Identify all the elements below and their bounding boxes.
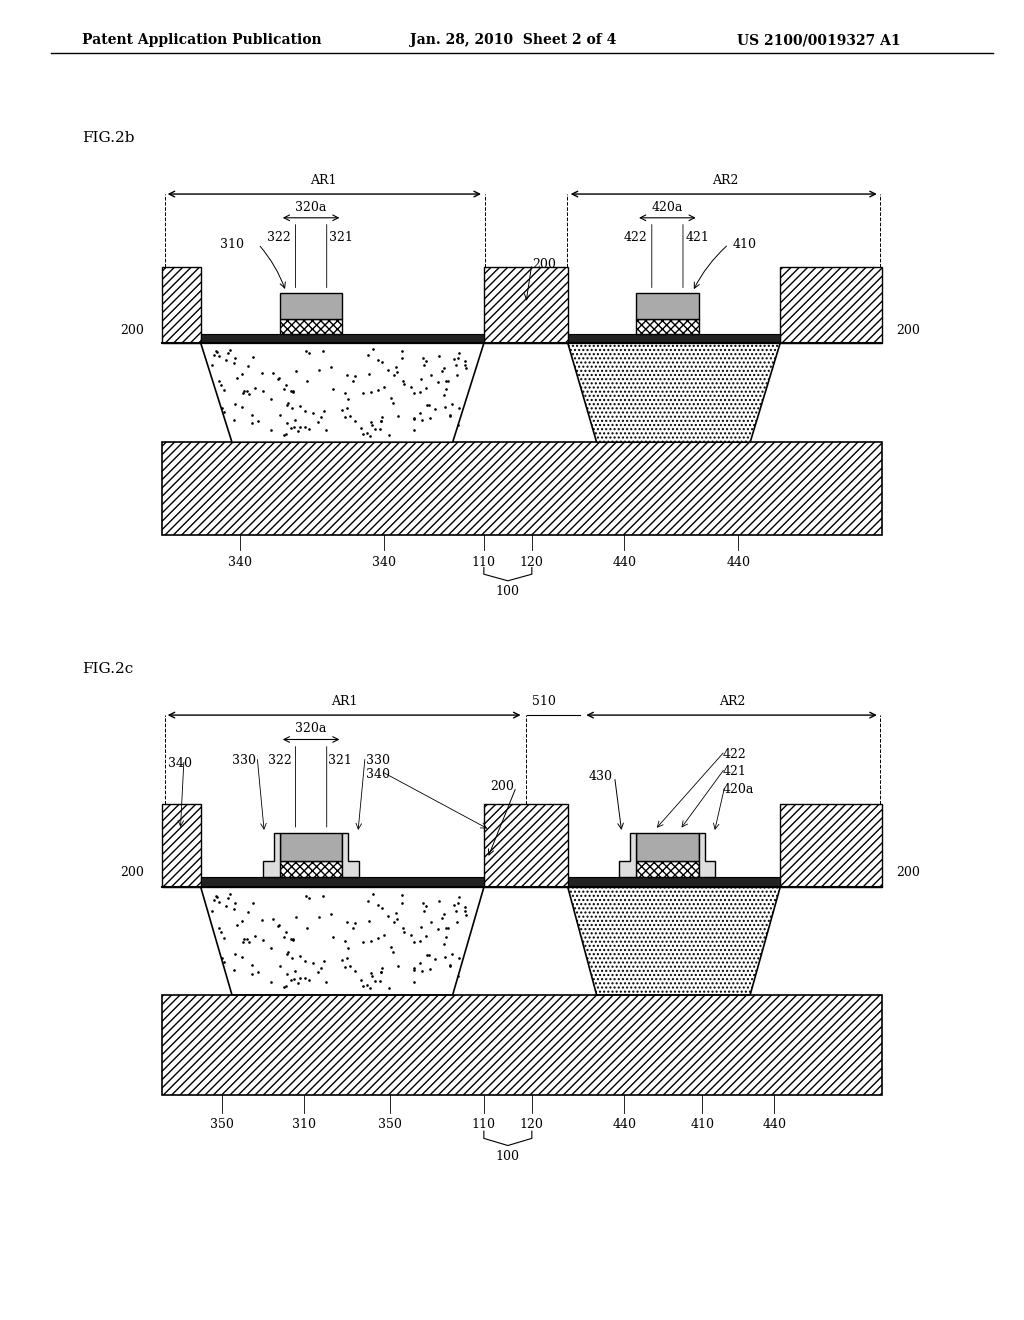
- Text: 422: 422: [624, 231, 647, 244]
- Text: 322: 322: [267, 231, 291, 244]
- Bar: [636, 319, 698, 334]
- Polygon shape: [620, 833, 636, 878]
- Bar: [780, 267, 882, 343]
- Text: 350: 350: [210, 1118, 234, 1131]
- Text: 440: 440: [726, 556, 751, 569]
- Text: 310: 310: [292, 1118, 316, 1131]
- Bar: [163, 442, 882, 535]
- Text: 440: 440: [612, 556, 636, 569]
- Text: FIG.2b: FIG.2b: [82, 131, 134, 145]
- Text: 420a: 420a: [651, 201, 683, 214]
- Text: 421: 421: [685, 231, 710, 244]
- Bar: [280, 862, 342, 878]
- Text: 110: 110: [472, 1118, 496, 1131]
- Text: 440: 440: [612, 1118, 636, 1131]
- Text: 421: 421: [723, 766, 746, 779]
- Bar: [280, 833, 342, 862]
- Text: 340: 340: [168, 756, 193, 770]
- Text: FIG.2c: FIG.2c: [82, 661, 133, 676]
- Text: 350: 350: [378, 1118, 402, 1131]
- Polygon shape: [201, 887, 484, 995]
- Text: 200: 200: [896, 866, 921, 879]
- Bar: [636, 293, 698, 319]
- Bar: [636, 862, 698, 878]
- Bar: [201, 878, 484, 887]
- Bar: [201, 334, 484, 343]
- Text: 430: 430: [588, 771, 612, 783]
- Text: 100: 100: [496, 1150, 520, 1163]
- Bar: [780, 804, 882, 887]
- Text: 410: 410: [732, 238, 756, 251]
- Polygon shape: [698, 833, 716, 878]
- Text: 410: 410: [690, 1118, 714, 1131]
- Bar: [163, 267, 201, 343]
- Text: AR1: AR1: [331, 694, 357, 708]
- Bar: [568, 878, 780, 887]
- Text: 200: 200: [121, 323, 144, 337]
- Bar: [568, 334, 780, 343]
- Bar: [280, 319, 342, 334]
- Text: AR2: AR2: [720, 694, 745, 708]
- Text: 330: 330: [232, 754, 256, 767]
- Bar: [484, 804, 568, 887]
- Text: 510: 510: [531, 694, 556, 708]
- Text: 340: 340: [373, 556, 396, 569]
- Polygon shape: [568, 887, 780, 995]
- Bar: [636, 833, 698, 862]
- Text: 321: 321: [328, 754, 352, 767]
- Text: 322: 322: [268, 754, 292, 767]
- Text: 200: 200: [489, 780, 514, 793]
- Text: US 2100/0019327 A1: US 2100/0019327 A1: [737, 33, 901, 48]
- Polygon shape: [342, 833, 359, 878]
- Text: Patent Application Publication: Patent Application Publication: [82, 33, 322, 48]
- Text: 100: 100: [496, 585, 520, 598]
- Text: 340: 340: [367, 768, 390, 781]
- Bar: [280, 293, 342, 319]
- Text: Jan. 28, 2010  Sheet 2 of 4: Jan. 28, 2010 Sheet 2 of 4: [410, 33, 616, 48]
- Bar: [484, 267, 568, 343]
- Text: 110: 110: [472, 556, 496, 569]
- Text: 200: 200: [121, 866, 144, 879]
- Bar: [163, 995, 882, 1096]
- Polygon shape: [201, 343, 484, 442]
- Text: 200: 200: [531, 257, 556, 271]
- Text: 310: 310: [220, 238, 244, 251]
- Text: 422: 422: [723, 748, 746, 762]
- Text: 440: 440: [762, 1118, 786, 1131]
- Text: 340: 340: [228, 556, 252, 569]
- Text: 320a: 320a: [296, 201, 327, 214]
- Bar: [163, 442, 882, 535]
- Text: 420a: 420a: [723, 783, 754, 796]
- Text: 321: 321: [329, 231, 353, 244]
- Text: 200: 200: [896, 323, 921, 337]
- Text: 120: 120: [520, 1118, 544, 1131]
- Bar: [163, 995, 882, 1096]
- Polygon shape: [263, 833, 280, 878]
- Polygon shape: [568, 343, 780, 442]
- Text: 320a: 320a: [296, 722, 327, 735]
- Text: AR1: AR1: [310, 174, 336, 187]
- Bar: [163, 804, 201, 887]
- Text: 330: 330: [367, 754, 390, 767]
- Text: AR2: AR2: [712, 174, 738, 187]
- Text: 120: 120: [520, 556, 544, 569]
